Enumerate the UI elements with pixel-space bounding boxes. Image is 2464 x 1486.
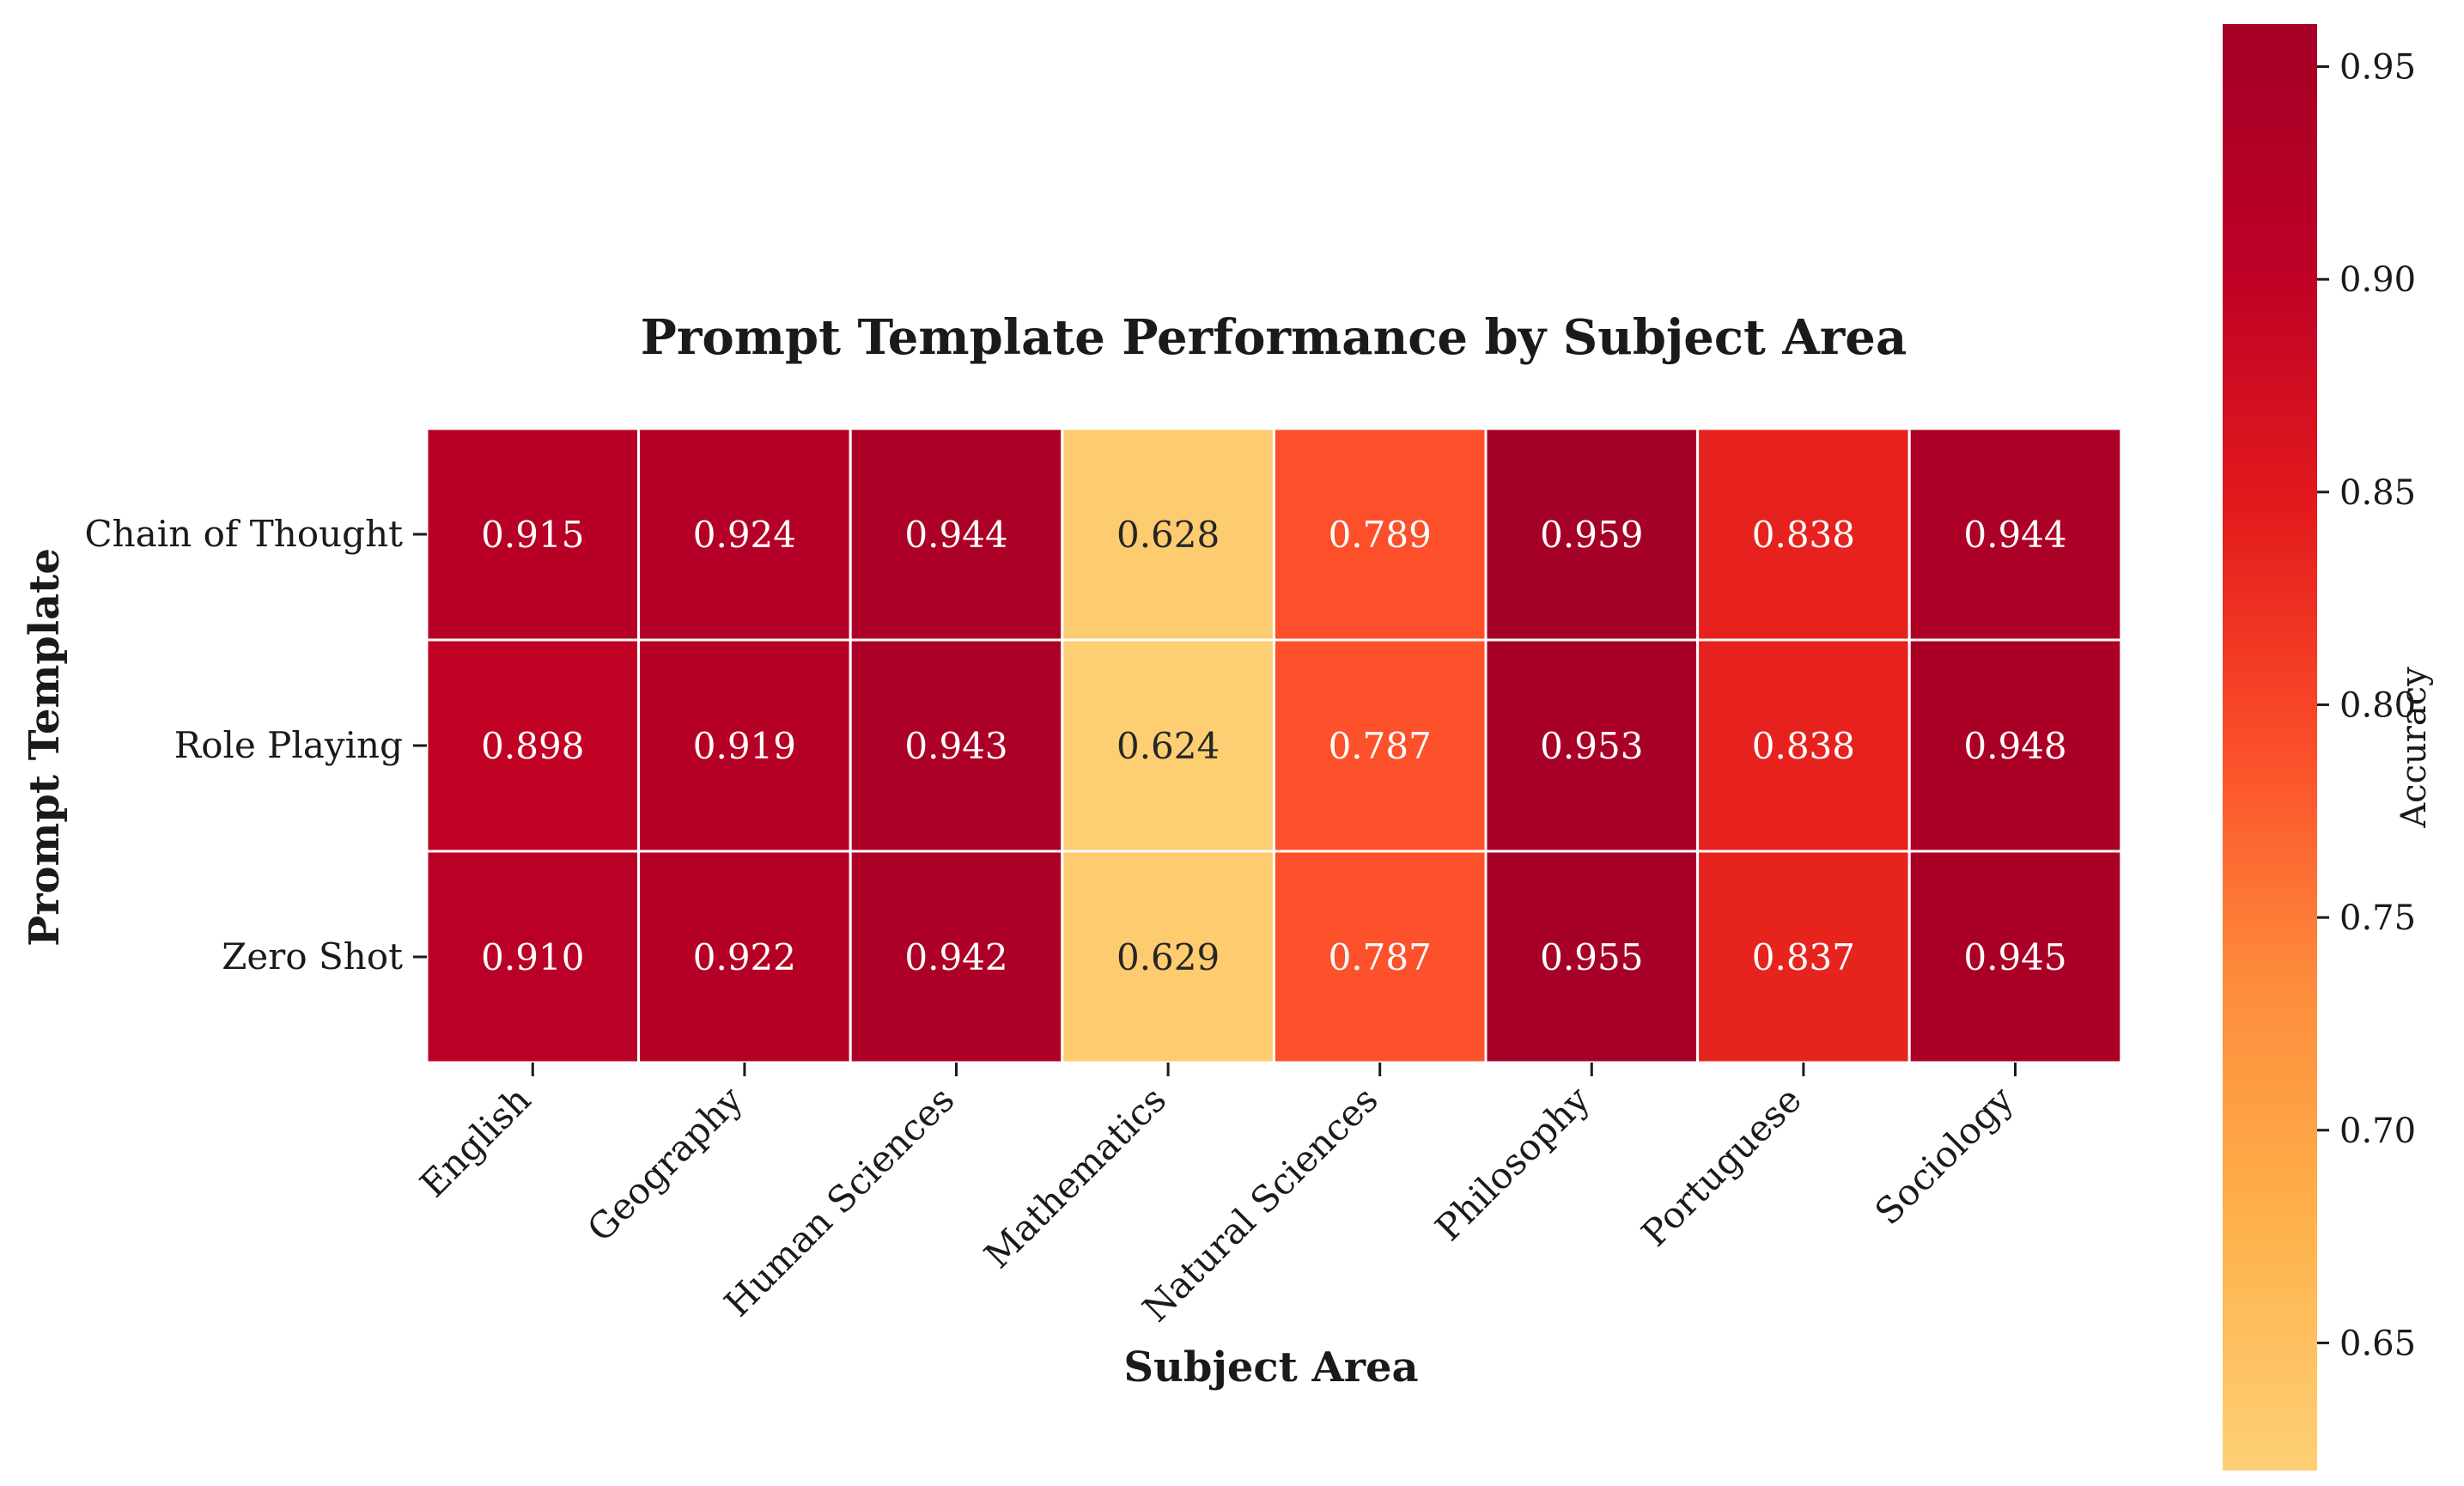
- y-tick-label: Role Playing: [174, 724, 403, 766]
- cell-value-label: 0.789: [1329, 514, 1432, 556]
- heatmap-cell: [1272, 427, 1488, 642]
- cell-value-label: 0.924: [693, 514, 796, 556]
- colorbar-label: Accuracy: [2394, 667, 2434, 829]
- cell-value-label: 0.624: [1116, 725, 1220, 767]
- cell-value-label: 0.942: [904, 936, 1007, 978]
- cell-value-label: 0.953: [1540, 725, 1643, 767]
- heatmap-value-labels: 0.915 0.924 0.944 0.628 0.789 0.959 0.838 0.944…: [481, 514, 2066, 978]
- colorbar-ticks: 0.65 0.70 0.75 0.80 0.85 0.90 0.95: [2317, 48, 2416, 1363]
- cell-value-label: 0.838: [1752, 725, 1855, 767]
- heatmap-cell: [425, 427, 641, 642]
- heatmap-cell: [1272, 638, 1488, 853]
- cell-value-label: 0.945: [1963, 936, 2066, 978]
- cell-value-label: 0.919: [693, 725, 796, 767]
- heatmap-cell: [425, 850, 641, 1064]
- colorbar: 0.65 0.70 0.75 0.80 0.85 0.90 0.95 Accuracy: [2223, 24, 2434, 1471]
- x-tick-label: Natural Sciences: [1135, 1078, 1386, 1330]
- cell-value-label: 0.628: [1116, 514, 1220, 556]
- cell-value-label: 0.948: [1963, 725, 2066, 767]
- cell-value-label: 0.898: [481, 725, 584, 767]
- cell-value-label: 0.955: [1540, 936, 1643, 978]
- colorbar-gradient: [2223, 24, 2317, 1471]
- heatmap-cell: [637, 427, 852, 642]
- colorbar-tick-label: 0.85: [2339, 473, 2416, 513]
- heatmap-cell: [1061, 850, 1275, 1064]
- colorbar-tick-label: 0.70: [2339, 1111, 2416, 1151]
- x-tick-label: Human Sciences: [716, 1078, 963, 1325]
- heatmap-cells: [425, 427, 2123, 1064]
- cell-value-label: 0.629: [1116, 936, 1220, 978]
- cell-value-label: 0.787: [1329, 725, 1432, 767]
- y-tick-label: Chain of Thought: [85, 513, 404, 555]
- heatmap-cell: [1272, 850, 1488, 1064]
- cell-value-label: 0.837: [1752, 936, 1855, 978]
- heatmap-cell: [637, 638, 852, 853]
- heatmap-cell: [1696, 850, 1911, 1064]
- x-tick-label: Philosophy: [1427, 1078, 1598, 1249]
- colorbar-tick-label: 0.90: [2339, 260, 2416, 300]
- cell-value-label: 0.910: [481, 936, 584, 978]
- heatmap-cell: [1907, 427, 2123, 642]
- cell-value-label: 0.838: [1752, 514, 1855, 556]
- y-axis-label: Prompt Template: [21, 548, 69, 947]
- heatmap-cell: [849, 427, 1064, 642]
- colorbar-tick-label: 0.95: [2339, 48, 2416, 88]
- cell-value-label: 0.915: [481, 514, 584, 556]
- colorbar-tick-label: 0.80: [2339, 685, 2416, 725]
- heatmap-cell: [1061, 638, 1275, 853]
- x-tick-label: Portuguese: [1634, 1078, 1810, 1254]
- y-axis: Chain of Thought Role Playing Zero Shot: [85, 513, 427, 977]
- heatmap-cell: [1484, 850, 1700, 1064]
- cell-value-label: 0.944: [1963, 514, 2066, 556]
- heatmap-cell: [1061, 427, 1275, 642]
- heatmap-cell: [1907, 638, 2123, 853]
- cell-value-label: 0.943: [904, 725, 1007, 767]
- cell-value-label: 0.944: [904, 514, 1007, 556]
- colorbar-tick-label: 0.65: [2339, 1324, 2416, 1363]
- colorbar-tick-label: 0.75: [2339, 898, 2416, 938]
- x-tick-label: Geography: [579, 1078, 751, 1250]
- heatmap-cell: [1484, 427, 1700, 642]
- heatmap-cell: [849, 850, 1064, 1064]
- y-tick-label: Zero Shot: [222, 935, 403, 977]
- heatmap-cell: [637, 850, 852, 1064]
- x-tick-label: Sociology: [1867, 1078, 2022, 1233]
- heatmap-cell: [1907, 850, 2123, 1064]
- x-tick-label: English: [412, 1078, 539, 1205]
- cell-value-label: 0.787: [1329, 936, 1432, 978]
- heatmap-cell: [1484, 638, 1700, 853]
- cell-value-label: 0.959: [1540, 514, 1643, 556]
- x-axis-label: Subject Area: [1123, 1343, 1418, 1392]
- chart-title: Prompt Template Performance by Subject A…: [641, 309, 1907, 366]
- x-tick-label: Mathematics: [976, 1078, 1175, 1276]
- cell-value-label: 0.922: [693, 936, 796, 978]
